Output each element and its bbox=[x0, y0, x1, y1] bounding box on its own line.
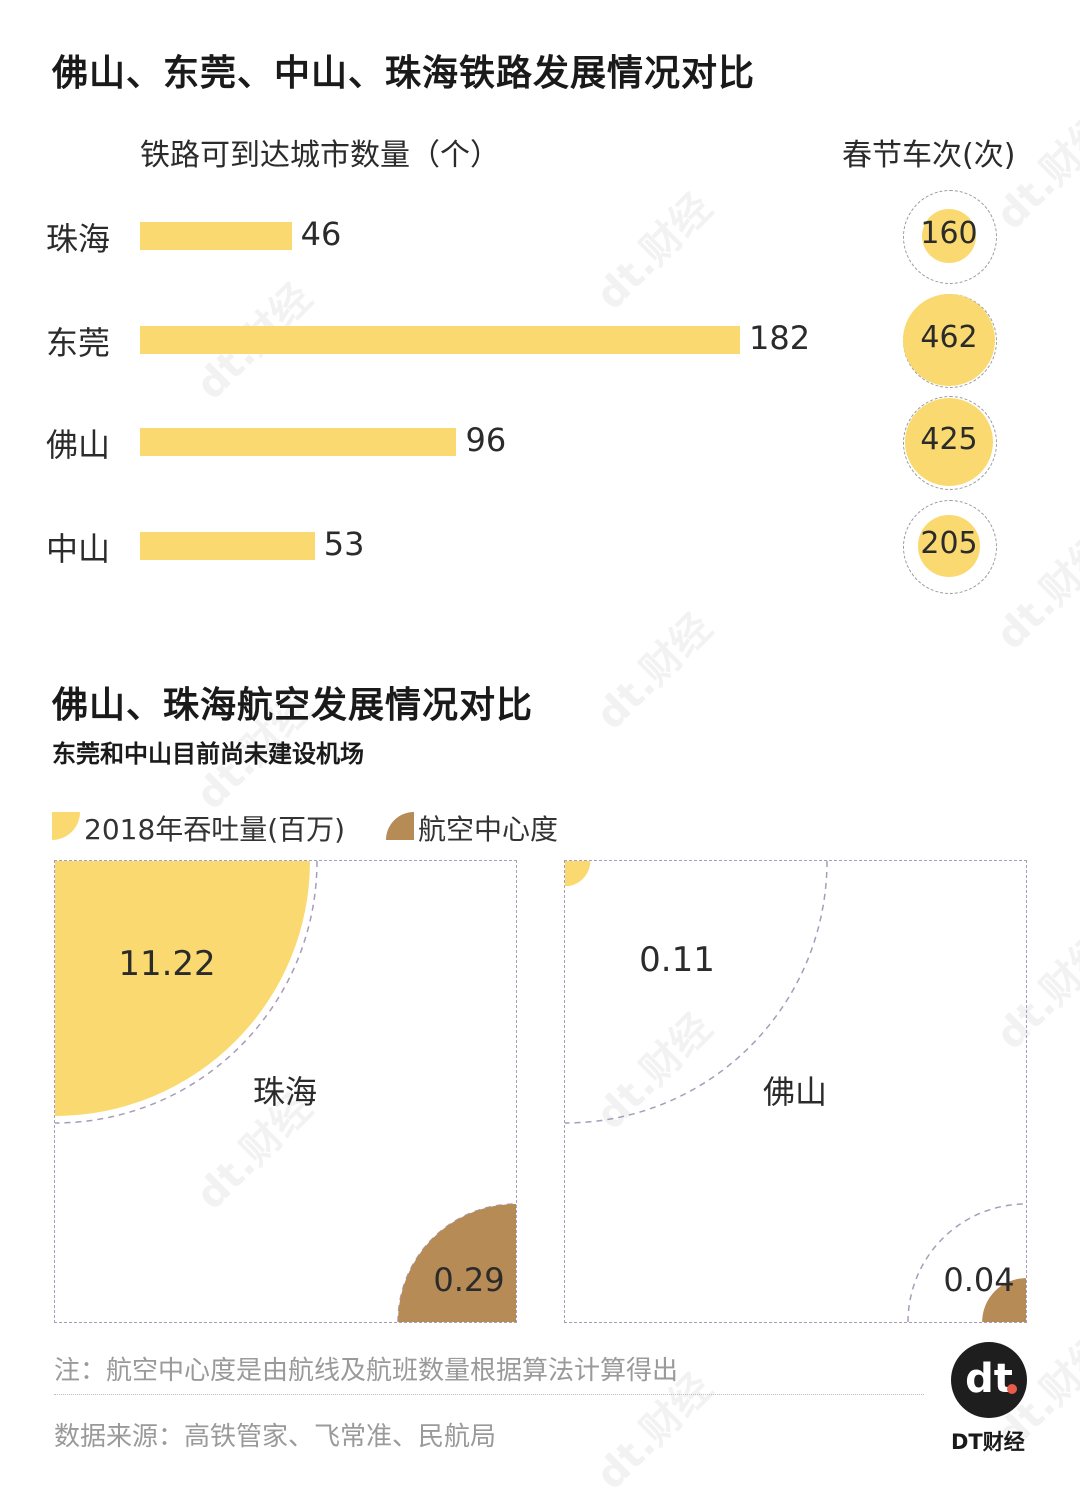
rail-bar-value: 53 bbox=[323, 525, 365, 563]
trains-value: 425 bbox=[920, 422, 978, 457]
watermark: dt.财经 bbox=[587, 605, 722, 739]
rail-category-label: 佛山 bbox=[46, 426, 111, 464]
legend-label-centrality: 航空中心度 bbox=[418, 813, 559, 846]
trains-circle bbox=[904, 397, 994, 487]
throughput-value: 0.11 bbox=[639, 940, 715, 980]
trains-value: 205 bbox=[920, 526, 978, 561]
air-title: 佛山、珠海航空发展情况对比 bbox=[52, 685, 534, 726]
footer-divider bbox=[54, 1394, 924, 1395]
rail-title: 佛山、东莞、中山、珠海铁路发展情况对比 bbox=[52, 53, 756, 94]
legend-swatch-throughput bbox=[52, 812, 80, 840]
throughput-guide-arc bbox=[55, 861, 318, 1124]
centrality-guide-arc bbox=[907, 1203, 1026, 1322]
rail-bar bbox=[140, 532, 315, 560]
rail-bar bbox=[140, 326, 740, 354]
data-source: 数据来源：高铁管家、飞常准、民航局 bbox=[54, 1422, 497, 1452]
centrality-sector bbox=[398, 1204, 516, 1322]
trains-circle-outline bbox=[903, 190, 997, 284]
legend-label-throughput: 2018年吞吐量(百万) bbox=[84, 813, 346, 846]
trains-value: 160 bbox=[920, 216, 978, 251]
brand-logo: dt bbox=[951, 1342, 1027, 1418]
rail-bar bbox=[140, 428, 457, 456]
throughput-sector bbox=[55, 861, 310, 1116]
legend-swatch-centrality bbox=[386, 812, 414, 840]
rail-category-label: 中山 bbox=[46, 530, 111, 568]
air-subtitle: 东莞和中山目前尚未建设机场 bbox=[52, 740, 364, 768]
brand-name: DT财经 bbox=[951, 1430, 1025, 1454]
trains-circle-outline bbox=[903, 396, 997, 490]
rail-bar-value: 182 bbox=[749, 319, 811, 357]
rail-bars-header: 铁路可到达城市数量（个） bbox=[140, 138, 500, 173]
trains-circle bbox=[918, 515, 980, 577]
foshan-airport-chart: 0.11 0.04 佛山 bbox=[565, 861, 1026, 1322]
zhuhai-airport-chart: 11.22 0.29 珠海 bbox=[55, 861, 516, 1322]
trains-circle-outline bbox=[903, 500, 997, 594]
throughput-sector bbox=[565, 861, 591, 887]
rail-bar-value: 96 bbox=[465, 421, 507, 459]
panel-city-label: 珠海 bbox=[253, 1073, 317, 1111]
throughput-guide-arc bbox=[565, 861, 828, 1124]
footnote: 注：航空中心度是由航线及航班数量根据算法计算得出 bbox=[54, 1356, 679, 1386]
watermark: dt.财经 bbox=[587, 185, 722, 319]
trains-circle bbox=[903, 294, 995, 386]
trains-value: 462 bbox=[920, 320, 978, 355]
centrality-value: 0.29 bbox=[433, 1261, 504, 1299]
centrality-value: 0.04 bbox=[943, 1261, 1014, 1299]
centrality-sector bbox=[982, 1278, 1026, 1322]
throughput-value: 11.22 bbox=[118, 944, 215, 984]
panel-city-label: 佛山 bbox=[763, 1073, 827, 1111]
panel-foshan: 0.11 0.04 佛山 bbox=[564, 860, 1027, 1323]
rail-trains-header: 春节车次(次) bbox=[842, 138, 1016, 173]
rail-bar bbox=[140, 222, 292, 250]
panel-zhuhai: 11.22 0.29 珠海 bbox=[54, 860, 517, 1323]
trains-circle bbox=[921, 208, 977, 264]
rail-category-label: 珠海 bbox=[46, 220, 111, 258]
rail-category-label: 东莞 bbox=[46, 324, 111, 362]
rail-bar-value: 46 bbox=[300, 215, 342, 253]
brand-logo-dot bbox=[1007, 1384, 1017, 1394]
